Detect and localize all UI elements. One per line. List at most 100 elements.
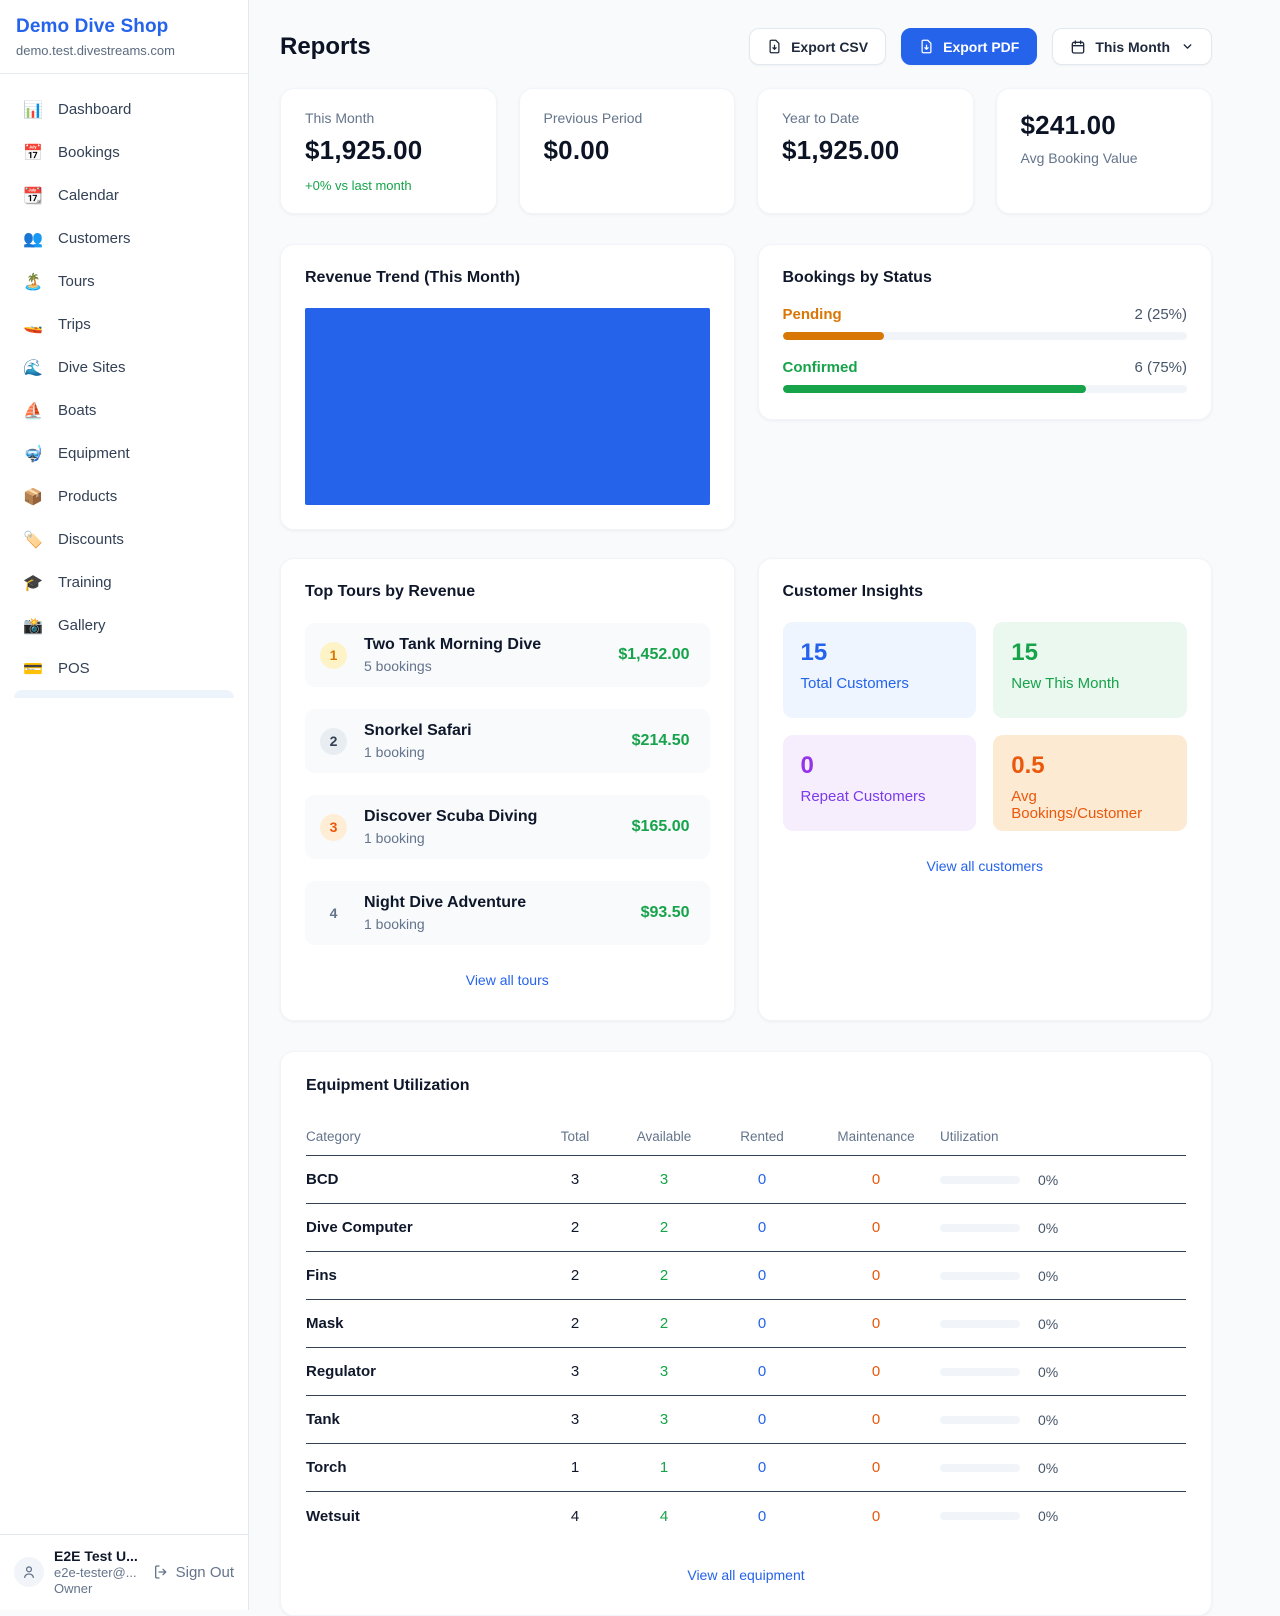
stat-value: $1,925.00 — [305, 135, 423, 165]
user-email: e2e-tester@... — [54, 1564, 137, 1580]
tour-name: Snorkel Safari — [364, 722, 472, 739]
sidebar-item-products[interactable]: 📦 Products — [12, 475, 236, 518]
sidebar-item-label: Discounts — [58, 531, 124, 548]
utilization-cell: 0% — [940, 1172, 1186, 1188]
stat-value: $241.00 — [1020, 110, 1116, 140]
sidebar-item-equipment[interactable]: 🤿 Equipment — [12, 432, 236, 475]
stat-cards: This Month $1,925.00 +0% vs last month P… — [280, 88, 1212, 214]
status-row-pending: Pending 2 (25%) — [782, 306, 1187, 340]
utilization-cell: 0% — [940, 1364, 1186, 1380]
sign-out-button[interactable]: Sign Out — [153, 1564, 234, 1581]
sidebar-item-label: Trips — [58, 316, 91, 333]
table-row: Wetsuit 4 4 0 0 0% — [306, 1492, 1186, 1540]
speedboat-icon: 🚤 — [23, 316, 43, 334]
total-count: 2 — [570, 1219, 580, 1236]
tour-row[interactable]: 1 Two Tank Morning Dive 5 bookings $1,45… — [305, 623, 710, 687]
view-all-tours-link[interactable]: View all tours — [465, 972, 549, 988]
tile-value: 0.5 — [1011, 752, 1045, 779]
header-actions: Export CSV Export PDF This Month — [749, 28, 1212, 65]
status-label: Confirmed — [782, 359, 858, 376]
period-label: This Month — [1095, 38, 1170, 55]
available-count: 3 — [659, 1171, 669, 1188]
tour-revenue: $214.50 — [631, 732, 690, 749]
tour-row[interactable]: 3 Discover Scuba Diving 1 booking $165.0… — [305, 795, 710, 859]
export-csv-label: Export CSV — [791, 38, 869, 55]
calendar-icon — [1072, 39, 1085, 54]
tile-label: New This Month — [1011, 675, 1120, 692]
utilization-cell: 0% — [940, 1508, 1186, 1524]
period-dropdown[interactable]: This Month — [1052, 28, 1212, 65]
tile-value: 15 — [1011, 639, 1038, 666]
sidebar-item-tours[interactable]: 🏝️ Tours — [12, 260, 236, 303]
sidebar-header: Demo Dive Shop demo.test.divestreams.com — [0, 0, 248, 74]
rented-count: 0 — [757, 1507, 767, 1525]
table-row: Mask 2 2 0 0 0% — [306, 1300, 1186, 1348]
bookings-by-status-card: Bookings by Status Pending 2 (25%) Confi… — [757, 244, 1212, 420]
table-row: Regulator 3 3 0 0 0% — [306, 1348, 1186, 1396]
tour-row[interactable]: 2 Snorkel Safari 1 booking $214.50 — [305, 709, 710, 773]
available-count: 3 — [659, 1411, 669, 1428]
maintenance-count: 0 — [871, 1411, 881, 1428]
table-row: Torch 1 1 0 0 0% — [306, 1444, 1186, 1492]
sidebar-item-bookings[interactable]: 📅 Bookings — [12, 131, 236, 174]
shop-name[interactable]: Demo Dive Shop — [16, 16, 169, 37]
charts-row: Revenue Trend (This Month) Bookings by S… — [280, 244, 1212, 530]
column-header-rented: Rented — [740, 1129, 784, 1144]
equipment-table: Category Total Available Rented Maintena… — [306, 1118, 1186, 1540]
sidebar-item-label: Calendar — [58, 187, 119, 204]
table-row: Dive Computer 2 2 0 0 0% — [306, 1204, 1186, 1252]
island-icon: 🏝️ — [23, 273, 43, 291]
customer-insights-card: Customer Insights 15 Total Customers 15 … — [757, 558, 1212, 1021]
sidebar-item-label: Products — [58, 488, 118, 505]
sidebar-item-label: Dive Sites — [58, 359, 126, 376]
sidebar-item-label: Customers — [58, 230, 131, 247]
sidebar-item-dashboard[interactable]: 📊 Dashboard — [12, 88, 236, 131]
status-value: 6 (75%) — [1134, 359, 1187, 376]
sidebar-nav: 📊 Dashboard 📅 Bookings 📆 Calendar 👥 Cust… — [0, 74, 248, 1534]
sidebar-item-training[interactable]: 🎓 Training — [12, 561, 236, 604]
shop-domain: demo.test.divestreams.com — [16, 43, 175, 58]
sidebar-item-pos[interactable]: 💳 POS — [12, 647, 236, 690]
maintenance-count: 0 — [871, 1219, 881, 1236]
sidebar-item-dive-sites[interactable]: 🌊 Dive Sites — [12, 346, 236, 389]
sidebar-item-trips[interactable]: 🚤 Trips — [12, 303, 236, 346]
sidebar-item-reports-partial[interactable] — [14, 690, 234, 698]
equipment-category: Tank — [306, 1411, 340, 1428]
user-section: E2E Test U... e2e-tester@... Owner Sign … — [0, 1533, 248, 1610]
tile-label: Repeat Customers — [800, 788, 926, 805]
revenue-trend-title: Revenue Trend (This Month) — [305, 269, 521, 286]
rented-count: 0 — [757, 1267, 767, 1284]
file-download-icon — [769, 39, 780, 54]
tile-avg-bookings-customer: 0.5 Avg Bookings/Customer — [993, 735, 1187, 831]
sidebar-item-customers[interactable]: 👥 Customers — [12, 217, 236, 260]
maintenance-count: 0 — [871, 1459, 881, 1476]
maintenance-count: 0 — [871, 1363, 881, 1380]
tour-bookings: 5 bookings — [364, 658, 432, 674]
tag-icon: 🏷️ — [23, 531, 43, 549]
stat-card-avg-booking-value: $241.00 Avg Booking Value — [995, 88, 1212, 214]
utilization-bar — [940, 1463, 1020, 1472]
sidebar-item-calendar[interactable]: 📆 Calendar — [12, 174, 236, 217]
sidebar-item-gallery[interactable]: 📸 Gallery — [12, 604, 236, 647]
sidebar-item-discounts[interactable]: 🏷️ Discounts — [12, 518, 236, 561]
utilization-cell: 0% — [940, 1316, 1186, 1332]
diving-mask-icon: 🤿 — [23, 445, 43, 463]
stat-card-previous-period: Previous Period $0.00 — [518, 88, 735, 214]
sidebar-item-boats[interactable]: ⛵ Boats — [12, 389, 236, 432]
tour-row[interactable]: 4 Night Dive Adventure 1 booking $93.50 — [305, 881, 710, 945]
maintenance-count: 0 — [871, 1507, 881, 1525]
stat-delta: +0% vs last month — [305, 178, 412, 193]
table-row: Fins 2 2 0 0 0% — [306, 1252, 1186, 1300]
logout-icon — [154, 1565, 166, 1580]
export-csv-button[interactable]: Export CSV — [749, 28, 887, 65]
view-all-equipment-link[interactable]: View all equipment — [687, 1567, 805, 1583]
rented-count: 0 — [757, 1219, 767, 1236]
view-all-customers-link[interactable]: View all customers — [926, 858, 1043, 874]
sidebar-item-label: Gallery — [58, 617, 106, 634]
export-pdf-button[interactable]: Export PDF — [901, 28, 1038, 65]
available-count: 4 — [659, 1507, 669, 1525]
tile-new-this-month: 15 New This Month — [993, 622, 1187, 718]
total-count: 1 — [570, 1459, 580, 1476]
equipment-category: Torch — [306, 1459, 347, 1476]
total-count: 4 — [570, 1507, 580, 1525]
